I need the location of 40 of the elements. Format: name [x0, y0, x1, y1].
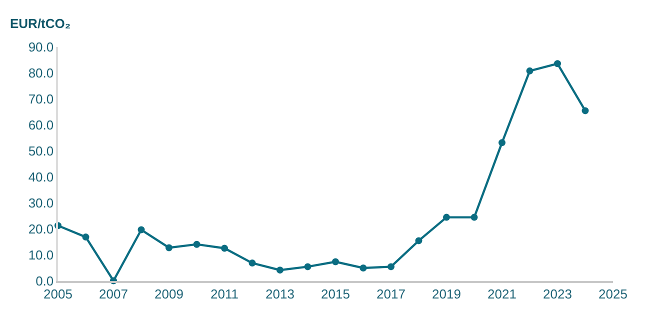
point	[498, 139, 506, 146]
point	[166, 244, 172, 252]
x-tick-label: 2023	[543, 286, 572, 302]
point	[221, 244, 228, 252]
point	[193, 240, 200, 248]
x-tick-label: 2019	[432, 286, 461, 302]
y-tick-label: 80.0	[28, 66, 54, 81]
y-tick-label: 0.0	[36, 274, 54, 289]
y-tick-label: 90.0	[28, 40, 54, 55]
point	[415, 237, 422, 244]
y-tick-label: 70.0	[28, 92, 54, 107]
x-tick-label: 2013	[266, 286, 294, 302]
point	[443, 214, 450, 221]
point	[582, 107, 589, 114]
point	[82, 234, 90, 241]
x-tick-label: 2005	[44, 286, 72, 302]
y-tick-label: 10.0	[28, 248, 54, 263]
y-tick-label: 50.0	[28, 144, 54, 159]
point	[526, 67, 534, 74]
point	[554, 60, 561, 68]
y-tick-label: 30.0	[28, 196, 54, 211]
x-tick-label: 2015	[321, 286, 350, 302]
point	[276, 266, 284, 274]
point	[388, 263, 394, 270]
point	[332, 258, 339, 266]
y-tick-label: 60.0	[28, 118, 54, 133]
y-axis-title: EUR/tCO₂	[10, 16, 71, 31]
point	[360, 264, 367, 272]
point	[248, 260, 256, 267]
x-tick-label: 2007	[99, 286, 128, 302]
x-tick-label: 2011	[210, 286, 238, 302]
x-tick-label: 2017	[376, 286, 406, 302]
x-tick-label: 2025	[598, 286, 628, 302]
point	[470, 214, 478, 221]
x-tick-label: 2009	[154, 286, 184, 302]
y-tick-label: 40.0	[28, 170, 54, 185]
x-tick-label: 2021	[488, 286, 516, 302]
point	[138, 226, 145, 234]
y-tick-label: 20.0	[28, 222, 54, 237]
point	[304, 263, 312, 270]
